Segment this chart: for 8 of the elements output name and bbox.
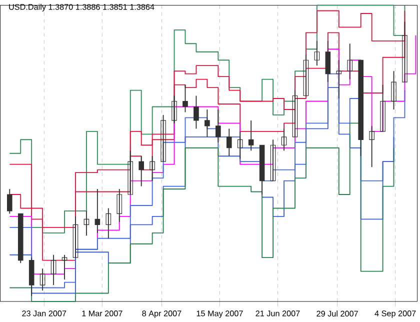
x-tick-label: 15 May 2007	[196, 310, 243, 318]
x-tick-label: 29 Jul 2007	[316, 310, 358, 317]
x-tick-label: 4 Sep 2007	[374, 310, 416, 318]
x-tick-label: 8 Apr 2007	[142, 310, 182, 318]
chart-title: USD.Daily 1.3870 1.3886 1.3851 1.3864	[9, 4, 154, 12]
x-tick-label: 23 Jan 2007	[22, 310, 66, 316]
x-tick-label: 21 Jun 2007	[256, 310, 300, 316]
x-tick-label: 1 Mar 2007	[82, 310, 122, 316]
